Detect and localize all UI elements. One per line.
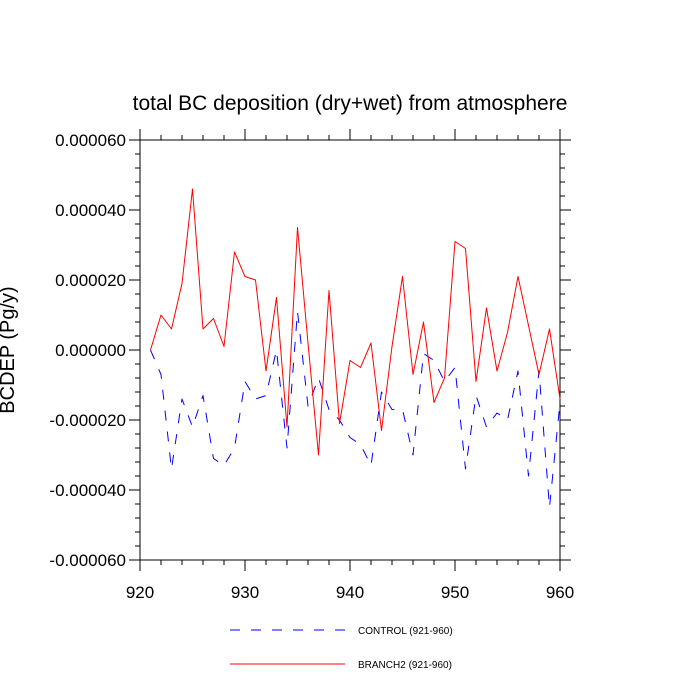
- legend: CONTROL (921-960) BRANCH2 (921-960): [230, 626, 453, 671]
- series-layer: [150, 188, 561, 508]
- series-line-branch2: [150, 188, 561, 456]
- y-tick-label: 0.000020: [55, 271, 126, 290]
- plot-frame: [139, 139, 561, 561]
- y-tick-label: -0.000060: [49, 551, 126, 570]
- x-tick-label: 930: [231, 583, 259, 602]
- y-tick-label: 0.000040: [55, 201, 126, 220]
- x-tick-label: 940: [336, 583, 364, 602]
- axes: 920 930 940 950 960 0.000060 0.000040 0.000020 0…: [49, 129, 574, 602]
- legend-label-branch2: BRANCH2 (921-960): [358, 660, 452, 671]
- y-axis-label: BCDEP (Pg/y): [0, 286, 19, 413]
- y-tick-label: -0.000020: [49, 411, 126, 430]
- y-tick-label: -0.000040: [49, 481, 126, 500]
- x-tick-label: 960: [546, 583, 574, 602]
- chart-title: total BC deposition (dry+wet) from atmos…: [133, 92, 568, 115]
- y-tick-label: 0.000060: [55, 131, 126, 150]
- x-tick-label: 950: [441, 583, 469, 602]
- y-tick-label: 0.000000: [55, 341, 126, 360]
- series-line-control: [150, 311, 561, 508]
- legend-label-control: CONTROL (921-960): [358, 626, 453, 637]
- x-tick-label: 920: [126, 583, 154, 602]
